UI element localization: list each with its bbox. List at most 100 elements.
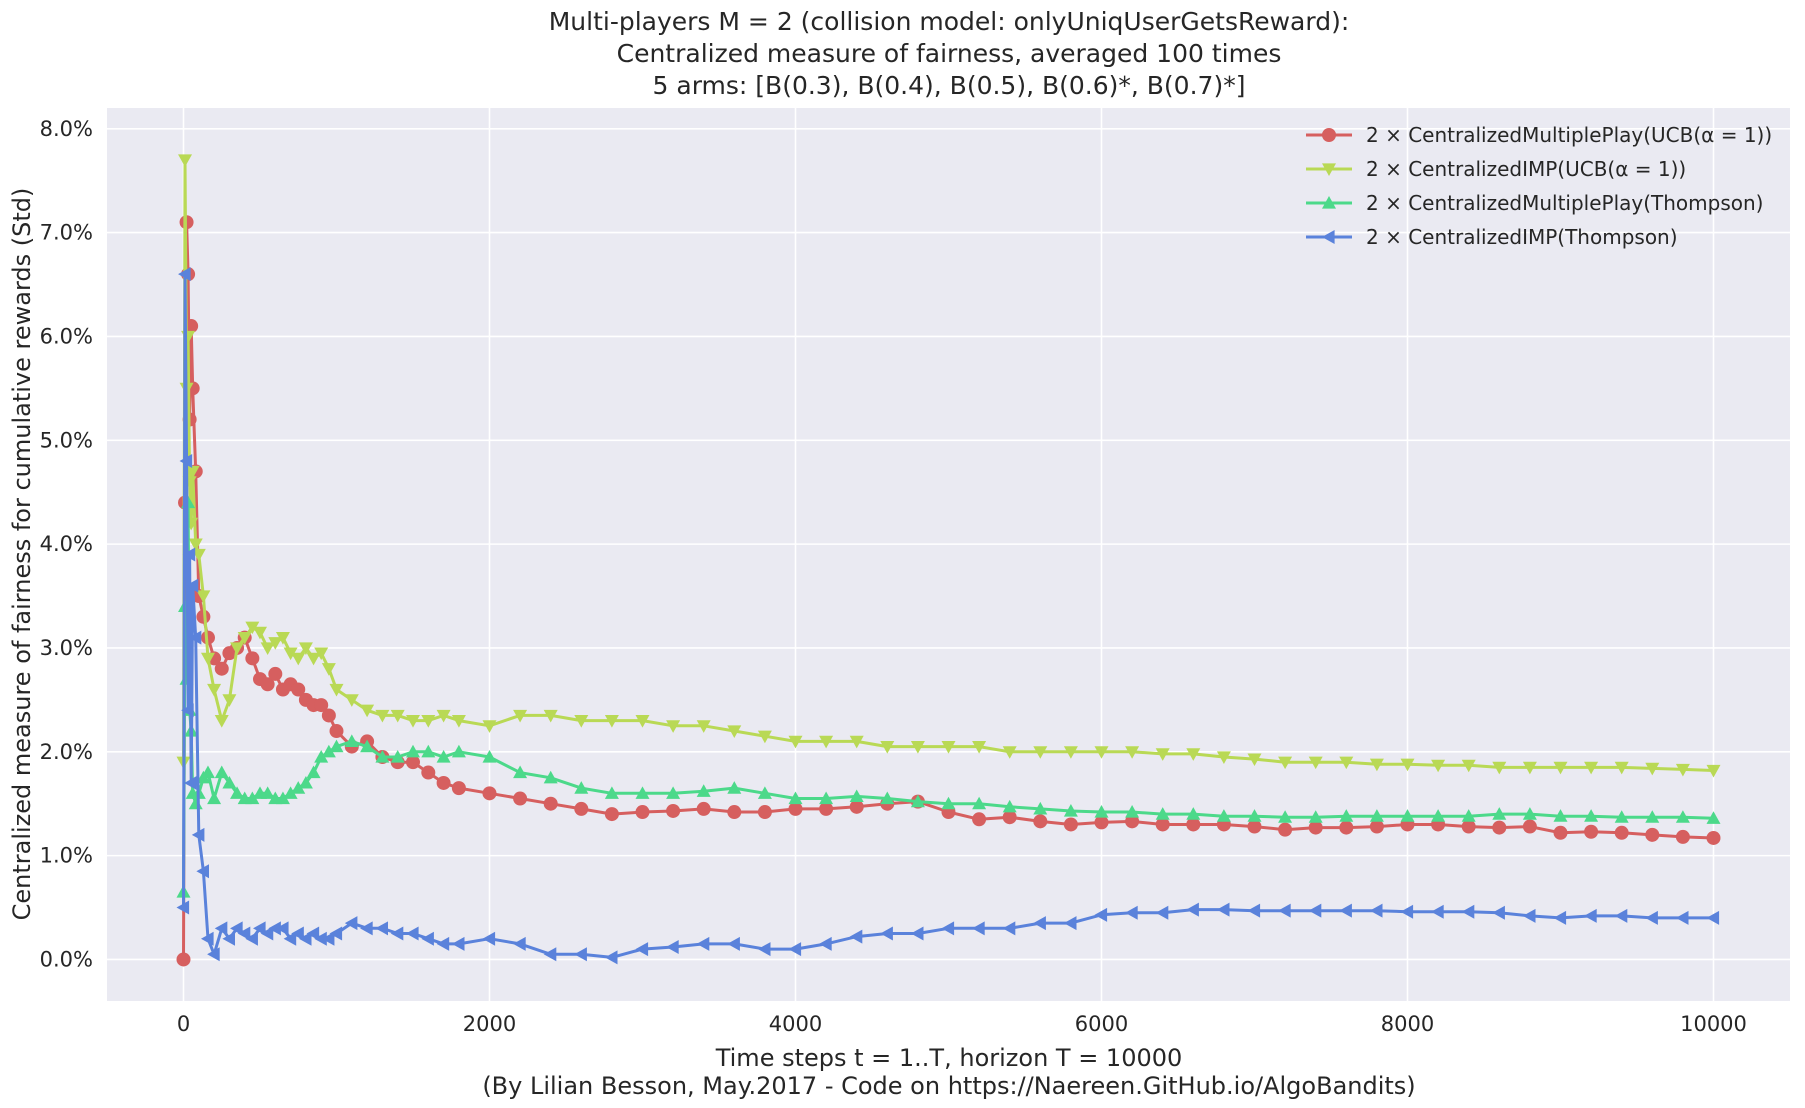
data-point <box>436 749 451 763</box>
data-point <box>451 744 466 758</box>
legend-marker <box>1322 230 1335 244</box>
data-point <box>1155 905 1169 920</box>
legend-marker <box>1322 196 1336 209</box>
data-point <box>757 942 771 957</box>
data-point <box>574 801 589 816</box>
data-point <box>214 921 228 936</box>
data-point <box>321 708 336 723</box>
data-point <box>1706 764 1721 778</box>
data-point <box>849 789 864 803</box>
data-point <box>1247 753 1262 767</box>
data-point <box>185 465 200 479</box>
data-point <box>214 661 229 676</box>
data-point <box>329 683 344 697</box>
data-point <box>1033 814 1048 829</box>
data-point <box>314 931 327 946</box>
data-point <box>1645 810 1660 823</box>
data-point <box>406 755 420 770</box>
data-point <box>819 735 834 749</box>
data-point <box>788 801 803 816</box>
data-point <box>666 720 681 733</box>
x-tick-label: 4000 <box>769 1012 822 1036</box>
data-point <box>196 590 211 604</box>
data-point <box>1584 908 1597 923</box>
credit-line: (By Lilian Besson, May.2017 - Code on ht… <box>482 1072 1415 1100</box>
data-point <box>972 812 987 827</box>
data-point <box>275 631 290 645</box>
legend-item: 2 × CentralizedIMP(Thompson) <box>1306 225 1678 249</box>
data-point <box>482 786 497 801</box>
data-point <box>188 630 202 645</box>
data-point <box>1033 746 1048 759</box>
y-tick-label: 6.0% <box>40 324 93 348</box>
x-tick-label: 8000 <box>1381 1012 1434 1036</box>
data-point <box>222 775 237 789</box>
data-point <box>1063 746 1078 759</box>
data-point <box>329 739 344 753</box>
data-point <box>321 931 335 946</box>
data-point <box>513 936 526 951</box>
data-point <box>757 730 772 744</box>
data-point <box>451 936 465 951</box>
x-tick-label: 2000 <box>463 1012 516 1036</box>
data-point <box>375 749 390 763</box>
data-point <box>283 647 298 661</box>
data-point <box>314 647 329 661</box>
y-tick-label: 3.0% <box>40 636 93 660</box>
data-point <box>1522 819 1537 834</box>
data-point <box>1278 822 1293 837</box>
data-point <box>1308 903 1322 918</box>
data-point <box>1522 807 1537 820</box>
data-point <box>260 786 275 799</box>
x-tick-labels: 0 2000 4000 6000 8000 10000 <box>177 1012 1747 1036</box>
data-point <box>941 796 956 810</box>
data-point <box>1339 809 1354 822</box>
data-point <box>1492 807 1507 820</box>
y-tick-labels: 0.0% 1.0% 2.0% 3.0% 4.0% 5.0% 6.0% 7.0% 8.0% <box>40 117 93 972</box>
data-point <box>321 744 336 758</box>
legend-item: 2 × CentralizedMultiplePlay(UCB(α = 1)) <box>1306 123 1772 147</box>
data-point <box>306 926 320 941</box>
data-point <box>1278 810 1293 823</box>
data-point <box>260 926 274 941</box>
data-point <box>268 637 283 650</box>
data-point <box>574 715 589 728</box>
legend-label: 2 × CentralizedIMP(UCB(α = 1)) <box>1366 157 1686 181</box>
data-point <box>298 642 313 655</box>
data-point <box>1553 910 1567 925</box>
data-point <box>1216 902 1230 917</box>
data-point <box>344 734 359 748</box>
data-point <box>329 926 343 941</box>
data-point <box>390 709 405 723</box>
data-point <box>253 921 266 936</box>
data-point <box>1216 751 1231 764</box>
data-point <box>406 744 420 758</box>
data-point <box>306 652 321 666</box>
data-point <box>275 791 290 805</box>
y-tick-label: 8.0% <box>40 117 93 141</box>
data-point <box>880 740 895 754</box>
data-point <box>360 921 373 936</box>
data-point <box>666 786 681 799</box>
data-point <box>375 921 388 936</box>
data-point <box>788 942 802 957</box>
data-point <box>268 921 281 936</box>
data-point <box>788 735 803 749</box>
data-point <box>1186 748 1201 761</box>
data-point <box>1094 805 1109 818</box>
data-point <box>574 781 589 794</box>
data-point <box>604 786 619 799</box>
data-point <box>291 652 306 666</box>
data-point <box>1553 809 1568 822</box>
data-point <box>436 775 451 790</box>
x-axis-label: Time steps t = 1..T, horizon T = 10000 <box>715 1044 1183 1072</box>
data-point <box>390 749 405 763</box>
data-point <box>344 694 359 707</box>
data-point <box>941 740 956 754</box>
data-point <box>1614 761 1629 775</box>
data-point <box>191 827 205 842</box>
data-point <box>1216 809 1231 822</box>
data-point <box>184 775 197 790</box>
data-point <box>1063 803 1078 817</box>
data-point <box>1125 905 1138 920</box>
